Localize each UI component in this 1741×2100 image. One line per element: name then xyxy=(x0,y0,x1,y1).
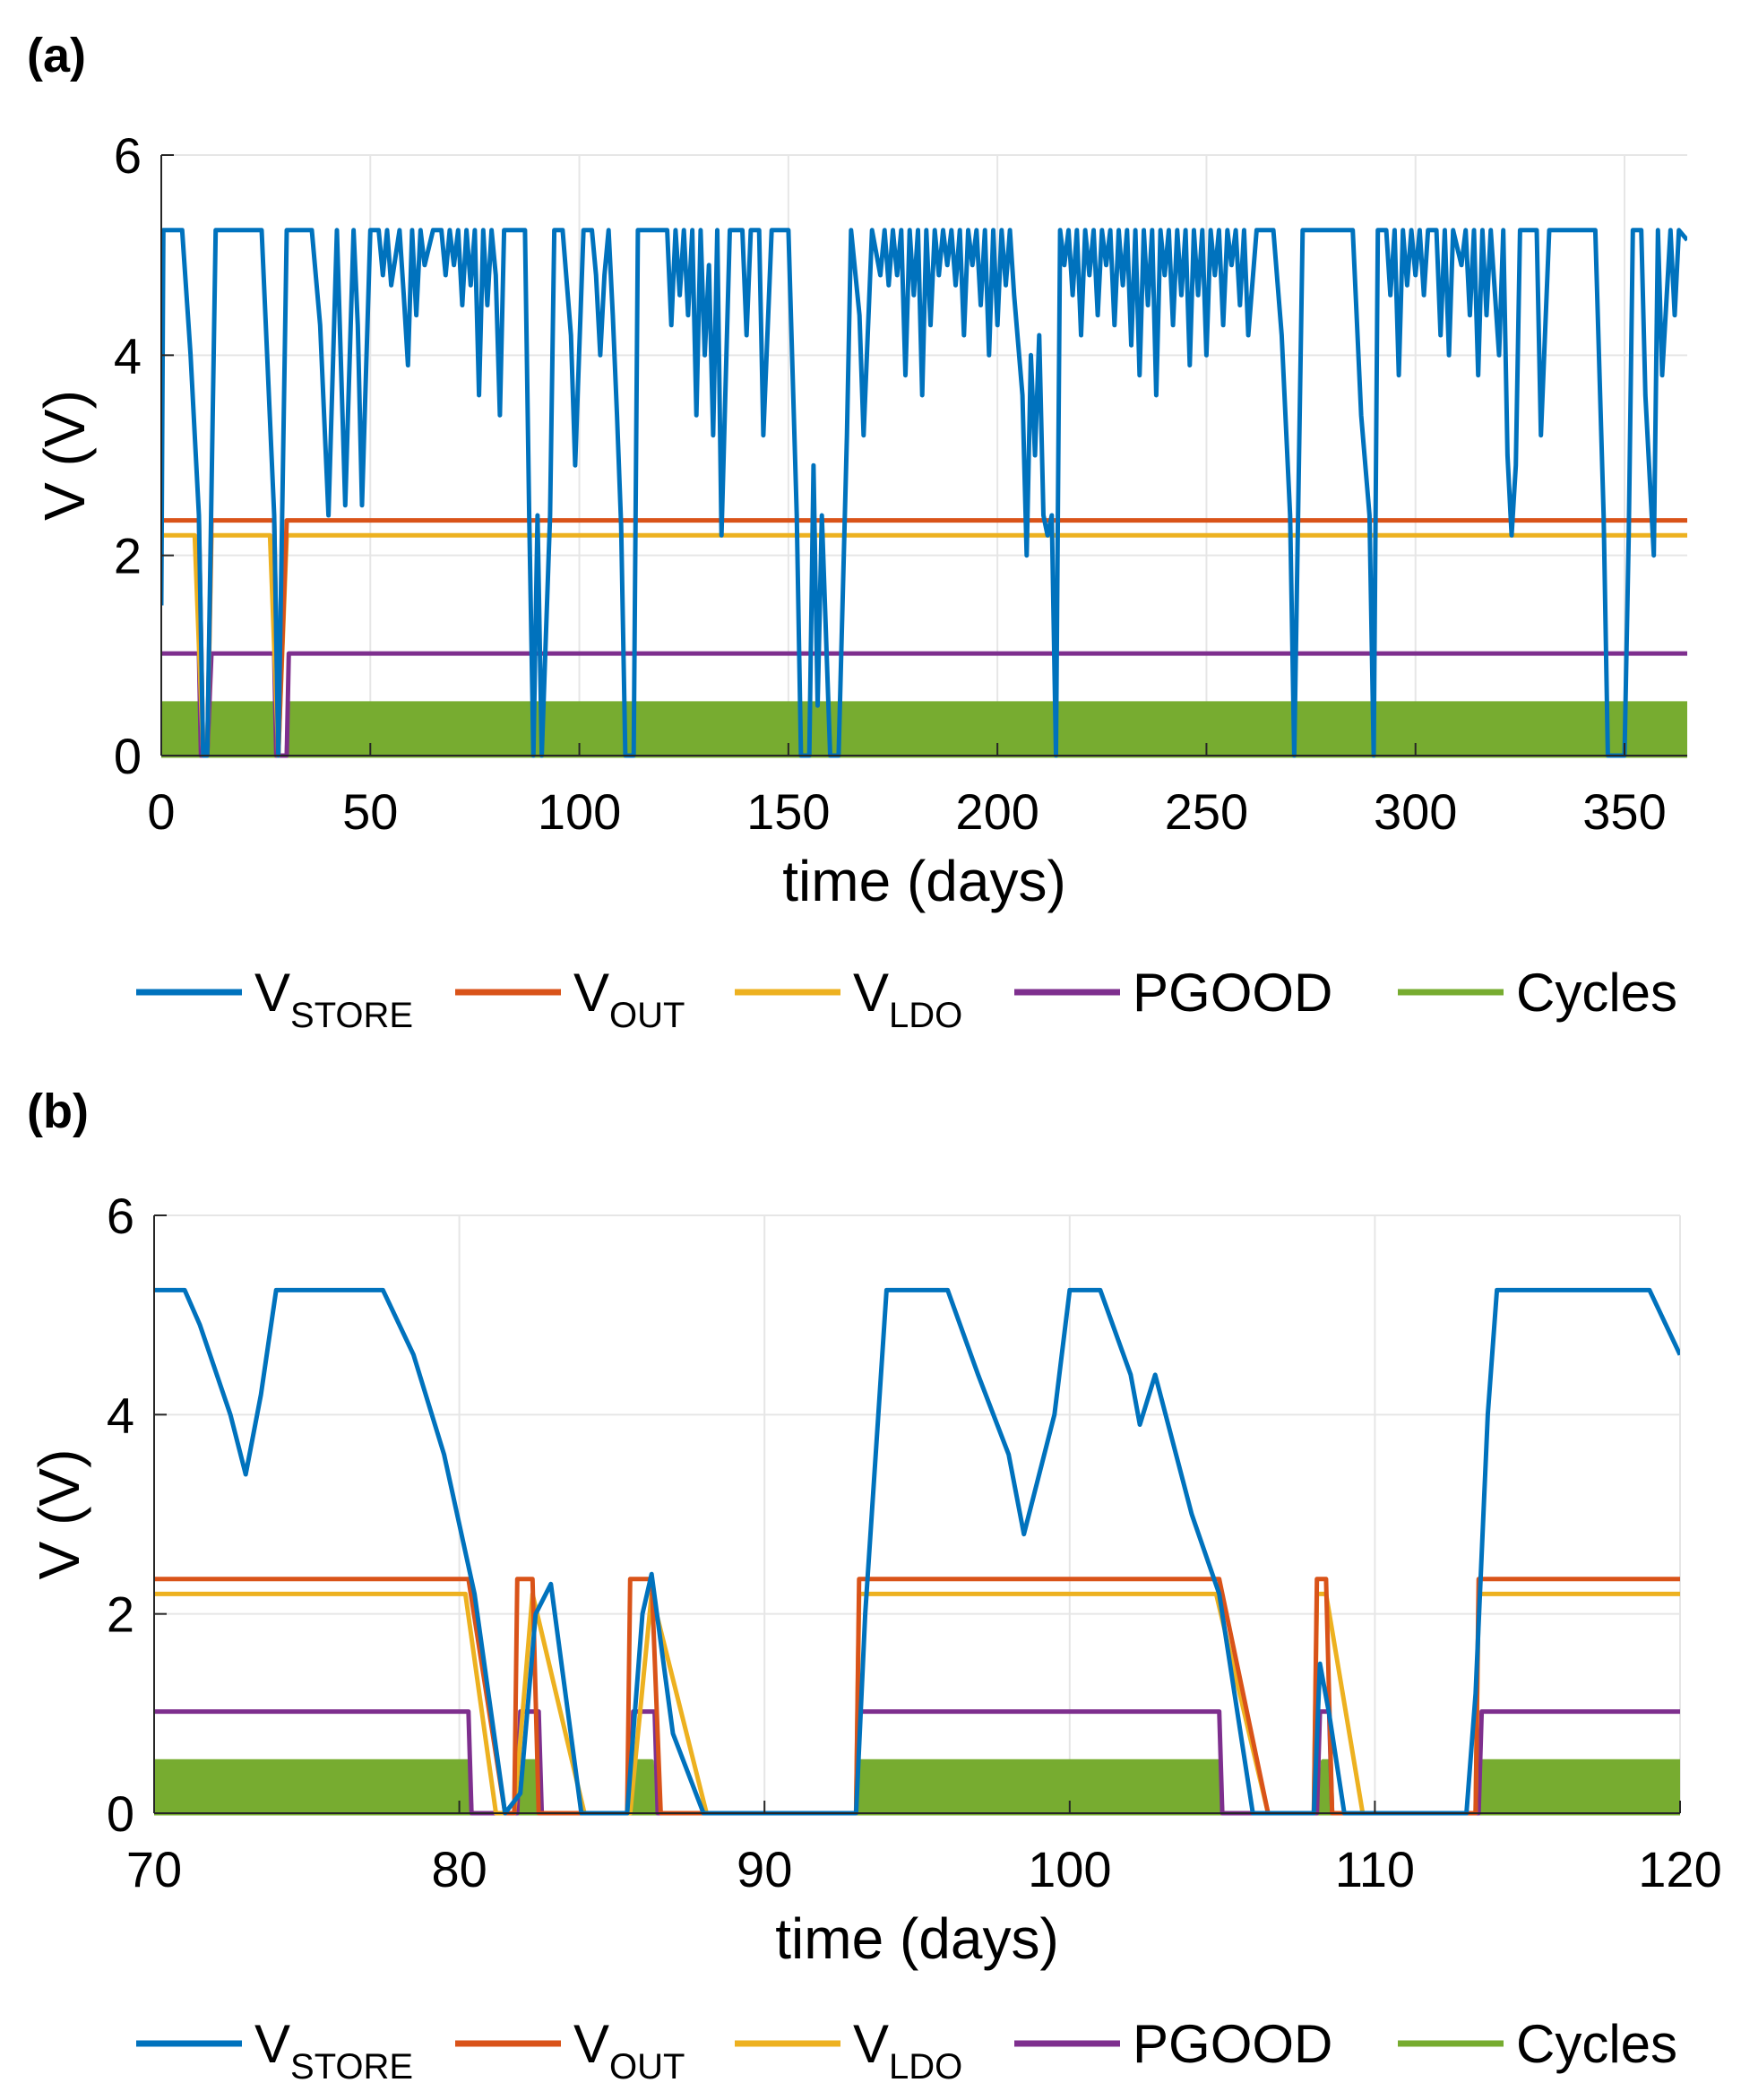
plot-area xyxy=(154,1215,1680,1813)
legend-label: Cycles xyxy=(1516,963,1677,1023)
y-tick-label: 2 xyxy=(107,1586,134,1643)
y-tick-label: 6 xyxy=(114,127,142,184)
legend-label: Cycles xyxy=(1516,2014,1677,2074)
series-group xyxy=(161,228,1687,758)
x-tick-label: 70 xyxy=(126,1841,182,1897)
panel-a-label: (a) xyxy=(27,29,86,82)
x-tick-label: 200 xyxy=(955,783,1039,840)
legend-label: VLDO xyxy=(853,2014,962,2087)
x-tick-label: 50 xyxy=(342,783,398,840)
legend-label-main: V xyxy=(853,963,889,1023)
legend-label-main: PGOOD xyxy=(1133,963,1332,1023)
axes xyxy=(153,1214,1681,1814)
legend-label: PGOOD xyxy=(1133,963,1332,1023)
y-tick-label: 4 xyxy=(114,327,142,384)
x-tick-label: 350 xyxy=(1582,783,1666,840)
x-tick-label: 250 xyxy=(1165,783,1248,840)
x-tick-label: 300 xyxy=(1374,783,1457,840)
x-axis-title: time (days) xyxy=(782,849,1066,913)
legend-label: PGOOD xyxy=(1133,2014,1332,2074)
x-tick-label: 80 xyxy=(431,1841,487,1897)
legend-label-main: Cycles xyxy=(1516,2014,1677,2074)
x-tick-label: 0 xyxy=(147,783,175,840)
y-axis-title: V (V) xyxy=(27,1449,91,1580)
panel-a: (a) 0 50 100 150 200 250 300 350 0 2 4 6 time (days)… xyxy=(27,29,1687,1035)
y-axis-title: V (V) xyxy=(32,390,97,521)
legend-label-main: PGOOD xyxy=(1133,2014,1332,2074)
legend-label-main: V xyxy=(254,963,290,1023)
legend-label: VSTORE xyxy=(254,2014,413,2087)
x-tick-label: 100 xyxy=(538,783,621,840)
x-tick-label: 90 xyxy=(737,1841,792,1897)
legend-label-main: Cycles xyxy=(1516,963,1677,1023)
legend-label: VLDO xyxy=(853,963,962,1035)
x-tick-label: 150 xyxy=(746,783,830,840)
legend: VSTORE VOUT VLDO PGOOD Cycles xyxy=(136,963,1677,1035)
x-tick-label: 110 xyxy=(1335,1841,1415,1897)
y-tick-label: 4 xyxy=(107,1387,134,1443)
legend-label: VOUT xyxy=(573,2014,685,2087)
legend-label-sub: LDO xyxy=(889,996,962,1035)
legend-label: VOUT xyxy=(573,963,685,1035)
series-line-vstore xyxy=(161,228,1687,758)
legend: VSTORE VOUT VLDO PGOOD Cycles xyxy=(136,2014,1677,2087)
x-axis-title: time (days) xyxy=(775,1906,1059,1971)
x-tick-label: 100 xyxy=(1028,1841,1111,1897)
legend-label-main: V xyxy=(254,2014,290,2074)
legend-label-sub: STORE xyxy=(290,2047,413,2087)
legend-label: VSTORE xyxy=(254,963,413,1035)
legend-label-main: V xyxy=(573,963,609,1023)
legend-label-sub: STORE xyxy=(290,996,413,1035)
panel-b: (b) 70 80 90 100 110 120 0 2 4 6 time (days) V (V) V… xyxy=(27,1085,1722,2087)
y-tick-label: 0 xyxy=(114,728,142,784)
panel-b-label: (b) xyxy=(27,1085,89,1138)
legend-label-sub: LDO xyxy=(889,2047,962,2087)
legend-label-sub: OUT xyxy=(609,2047,685,2087)
x-tick-label: 120 xyxy=(1638,1841,1721,1897)
series-line-vstore xyxy=(154,1287,1680,1816)
legend-label-main: V xyxy=(853,2014,889,2074)
series-line-cycles xyxy=(161,701,1687,758)
y-tick-label: 6 xyxy=(107,1188,134,1244)
axes xyxy=(160,154,1687,756)
legend-label-sub: OUT xyxy=(609,996,685,1035)
y-tick-label: 0 xyxy=(107,1785,134,1842)
y-tick-label: 2 xyxy=(114,528,142,584)
legend-label-main: V xyxy=(573,2014,609,2074)
